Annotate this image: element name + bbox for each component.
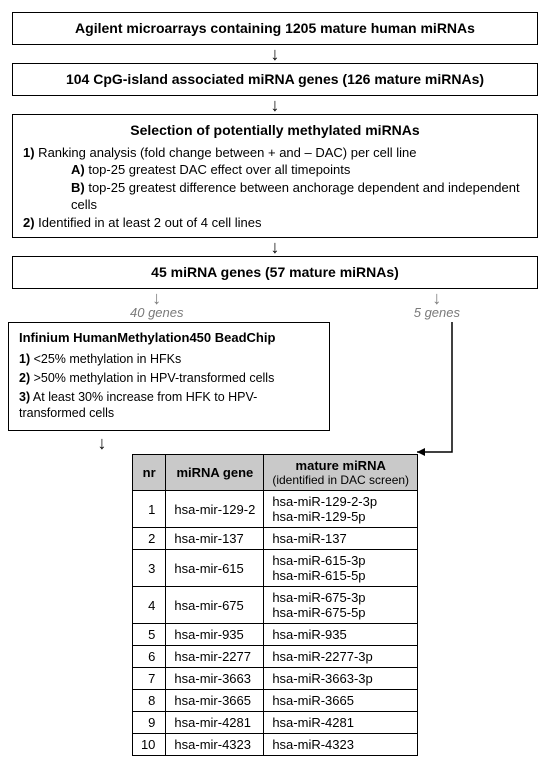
connector-wrap: Infinium HumanMethylation450 BeadChip 1)… [12, 322, 538, 454]
cell-mature: hsa-miR-4323 [264, 734, 418, 756]
table-row: 4hsa-mir-675hsa-miR-675-3phsa-miR-675-5p [132, 587, 417, 624]
cell-gene: hsa-mir-935 [166, 624, 264, 646]
cell-nr: 3 [132, 550, 165, 587]
split-right-label: 5 genes [414, 305, 460, 320]
th-nr: nr [132, 455, 165, 491]
cell-gene: hsa-mir-3665 [166, 690, 264, 712]
box-45genes: 45 miRNA genes (57 mature miRNAs) [12, 256, 538, 289]
cell-nr: 4 [132, 587, 165, 624]
cell-gene: hsa-mir-137 [166, 528, 264, 550]
cell-mature: hsa-miR-3663-3p [264, 668, 418, 690]
result-table: nr miRNA gene mature miRNA (identified i… [132, 454, 418, 756]
infinium-l1: 1) <25% methylation in HFKs [19, 351, 319, 368]
selection-lineA: A) top-25 greatest DAC effect over all t… [23, 161, 527, 179]
cell-mature: hsa-miR-129-2-3phsa-miR-129-5p [264, 491, 418, 528]
split-left-label: 40 genes [130, 305, 184, 320]
cell-nr: 9 [132, 712, 165, 734]
cell-nr: 8 [132, 690, 165, 712]
cell-mature: hsa-miR-3665 [264, 690, 418, 712]
table-row: 8hsa-mir-3665hsa-miR-3665 [132, 690, 417, 712]
box-microarrays: Agilent microarrays containing 1205 matu… [12, 12, 538, 45]
cell-nr: 6 [132, 646, 165, 668]
selection-lineB: B) top-25 greatest difference between an… [23, 179, 527, 214]
cell-gene: hsa-mir-2277 [166, 646, 264, 668]
arrow-1: ↓ [12, 47, 538, 61]
cell-mature: hsa-miR-4281 [264, 712, 418, 734]
table-row: 2hsa-mir-137hsa-miR-137 [132, 528, 417, 550]
cell-gene: hsa-mir-615 [166, 550, 264, 587]
table-row: 9hsa-mir-4281hsa-miR-4281 [132, 712, 417, 734]
cell-mature: hsa-miR-675-3phsa-miR-675-5p [264, 587, 418, 624]
table-row: 6hsa-mir-2277hsa-miR-2277-3p [132, 646, 417, 668]
arrow-3: ↓ [12, 240, 538, 254]
cell-gene: hsa-mir-129-2 [166, 491, 264, 528]
arrow-left-gray: ↓ [152, 291, 161, 305]
arrow-to-table: ↓ [12, 433, 192, 454]
cell-mature: hsa-miR-2277-3p [264, 646, 418, 668]
infinium-l2: 2) >50% methylation in HPV-transformed c… [19, 370, 319, 387]
selection-title: Selection of potentially methylated miRN… [23, 121, 527, 140]
cell-mature: hsa-miR-615-3phsa-miR-615-5p [264, 550, 418, 587]
th-mature: mature miRNA (identified in DAC screen) [264, 455, 418, 491]
infinium-title: Infinium HumanMethylation450 BeadChip [19, 329, 319, 347]
cell-gene: hsa-mir-675 [166, 587, 264, 624]
arrow-right-gray: ↓ [432, 291, 441, 305]
table-row: 10hsa-mir-4323hsa-miR-4323 [132, 734, 417, 756]
cell-nr: 2 [132, 528, 165, 550]
box-cpg: 104 CpG-island associated miRNA genes (1… [12, 63, 538, 96]
table-row: 7hsa-mir-3663hsa-miR-3663-3p [132, 668, 417, 690]
box-infinium: Infinium HumanMethylation450 BeadChip 1)… [8, 322, 330, 431]
cell-nr: 10 [132, 734, 165, 756]
cell-gene: hsa-mir-3663 [166, 668, 264, 690]
cell-nr: 1 [132, 491, 165, 528]
split-row: ↓ 40 genes ↓ 5 genes [20, 291, 530, 320]
box-selection: Selection of potentially methylated miRN… [12, 114, 538, 239]
cell-mature: hsa-miR-137 [264, 528, 418, 550]
table-row: 3hsa-mir-615hsa-miR-615-3phsa-miR-615-5p [132, 550, 417, 587]
cell-mature: hsa-miR-935 [264, 624, 418, 646]
infinium-l3: 3) At least 30% increase from HFK to HPV… [19, 389, 319, 423]
selection-line1: 1) Ranking analysis (fold change between… [23, 144, 527, 162]
cell-gene: hsa-mir-4323 [166, 734, 264, 756]
cell-nr: 7 [132, 668, 165, 690]
cell-nr: 5 [132, 624, 165, 646]
selection-line2: 2) Identified in at least 2 out of 4 cel… [23, 214, 527, 232]
table-row: 1hsa-mir-129-2hsa-miR-129-2-3phsa-miR-12… [132, 491, 417, 528]
table-row: 5hsa-mir-935hsa-miR-935 [132, 624, 417, 646]
arrow-2: ↓ [12, 98, 538, 112]
cell-gene: hsa-mir-4281 [166, 712, 264, 734]
th-gene: miRNA gene [166, 455, 264, 491]
